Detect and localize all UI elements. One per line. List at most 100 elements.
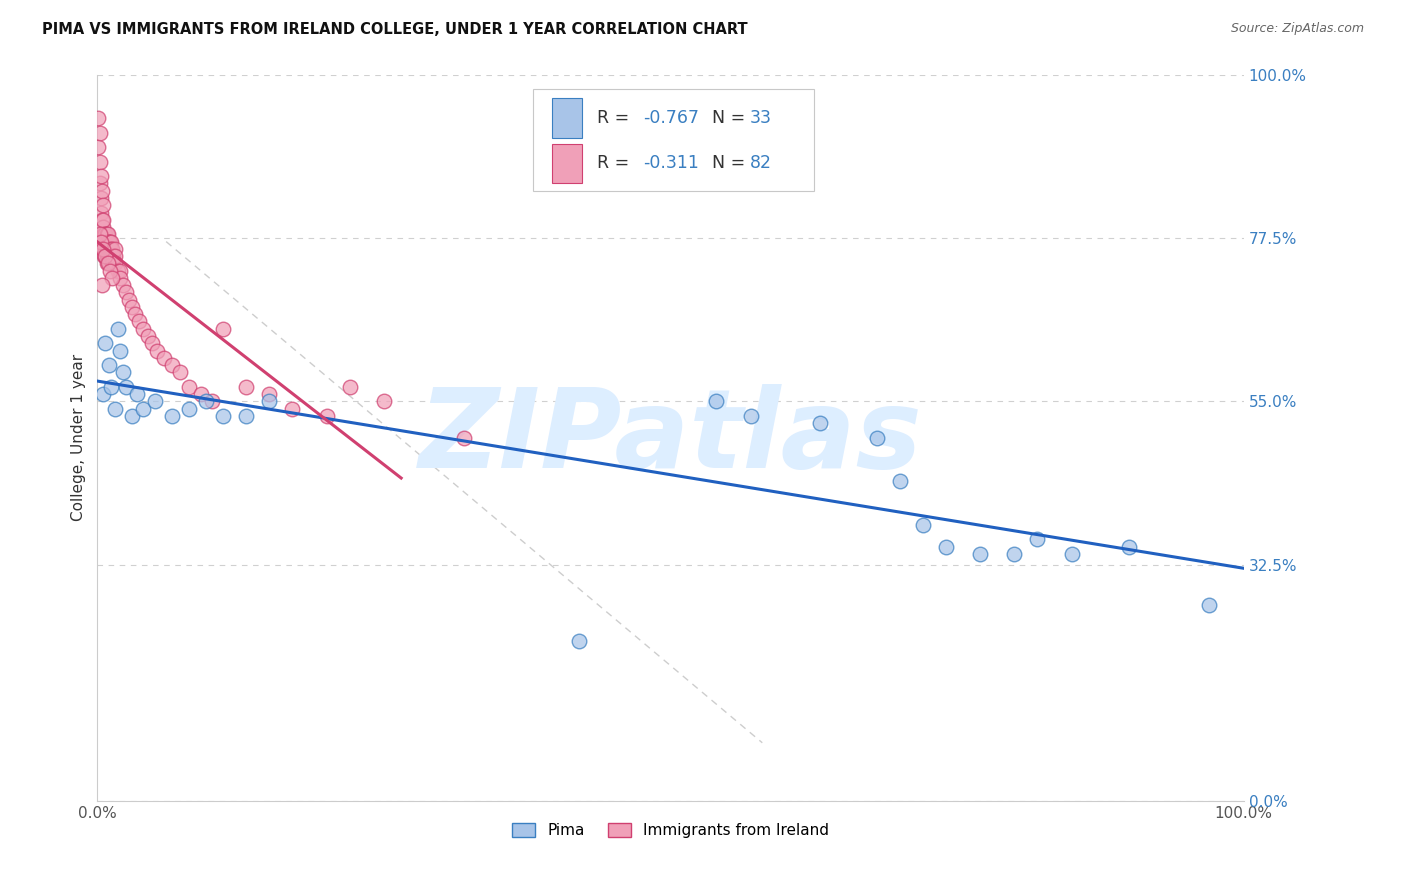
Point bbox=[91, 278, 114, 293]
Point bbox=[103, 256, 125, 270]
Point bbox=[89, 154, 111, 169]
Point bbox=[866, 431, 889, 445]
Text: N =: N = bbox=[711, 109, 751, 128]
Point bbox=[97, 242, 120, 256]
Point bbox=[212, 409, 235, 423]
Point bbox=[177, 380, 200, 394]
Point bbox=[1198, 598, 1220, 612]
Point bbox=[103, 401, 125, 416]
Point bbox=[93, 227, 115, 242]
Point bbox=[94, 249, 117, 263]
Point bbox=[103, 256, 125, 270]
Point bbox=[97, 249, 120, 263]
Text: N =: N = bbox=[711, 154, 751, 172]
Point bbox=[93, 235, 115, 249]
Point bbox=[91, 198, 114, 212]
Text: R =: R = bbox=[598, 154, 636, 172]
Point bbox=[101, 249, 124, 263]
Point bbox=[128, 314, 150, 328]
Point bbox=[212, 322, 235, 336]
Point bbox=[90, 205, 112, 219]
Bar bbox=[553, 144, 582, 184]
Point bbox=[91, 387, 114, 401]
Point bbox=[94, 336, 117, 351]
Point bbox=[97, 256, 120, 270]
Point bbox=[89, 177, 111, 191]
Point bbox=[98, 249, 121, 263]
Point bbox=[97, 235, 120, 249]
Point bbox=[1026, 533, 1049, 547]
Point bbox=[160, 409, 183, 423]
Text: ZIPatlas: ZIPatlas bbox=[419, 384, 922, 491]
Point bbox=[373, 394, 395, 409]
Point bbox=[87, 111, 110, 125]
Point bbox=[97, 235, 120, 249]
Point bbox=[889, 475, 911, 489]
Y-axis label: College, Under 1 year: College, Under 1 year bbox=[72, 354, 86, 521]
Point bbox=[89, 227, 111, 242]
Point bbox=[100, 249, 122, 263]
Point bbox=[706, 394, 728, 409]
Point bbox=[235, 380, 257, 394]
Point bbox=[91, 212, 114, 227]
Point bbox=[98, 242, 121, 256]
Point bbox=[91, 242, 114, 256]
Point bbox=[91, 184, 114, 198]
Point bbox=[98, 263, 121, 277]
Point bbox=[141, 336, 163, 351]
Point bbox=[101, 256, 124, 270]
Point bbox=[740, 409, 762, 423]
Point bbox=[96, 249, 118, 263]
Point bbox=[91, 227, 114, 242]
Point bbox=[111, 365, 134, 379]
Point bbox=[101, 242, 124, 256]
Point bbox=[115, 380, 138, 394]
Point bbox=[132, 401, 155, 416]
Text: PIMA VS IMMIGRANTS FROM IRELAND COLLEGE, UNDER 1 YEAR CORRELATION CHART: PIMA VS IMMIGRANTS FROM IRELAND COLLEGE,… bbox=[42, 22, 748, 37]
Point bbox=[453, 431, 475, 445]
Legend: Pima, Immigrants from Ireland: Pima, Immigrants from Ireland bbox=[506, 817, 835, 844]
Point bbox=[96, 235, 118, 249]
Text: -0.311: -0.311 bbox=[643, 154, 699, 172]
Point bbox=[97, 358, 120, 372]
Point bbox=[259, 394, 281, 409]
Point bbox=[87, 140, 110, 154]
Bar bbox=[553, 98, 582, 138]
Point bbox=[107, 322, 129, 336]
Point bbox=[97, 227, 120, 242]
Point bbox=[146, 343, 169, 358]
Point bbox=[101, 271, 124, 285]
Point bbox=[96, 256, 118, 270]
Point bbox=[235, 409, 257, 423]
Point bbox=[103, 242, 125, 256]
Point bbox=[93, 249, 115, 263]
Point bbox=[259, 387, 281, 401]
Point bbox=[97, 242, 120, 256]
Point bbox=[100, 380, 122, 394]
Point bbox=[935, 540, 957, 554]
Point bbox=[89, 126, 111, 140]
Point bbox=[110, 263, 132, 277]
Point bbox=[96, 242, 118, 256]
Point bbox=[121, 409, 143, 423]
Point bbox=[136, 329, 159, 343]
Point bbox=[94, 249, 117, 263]
Point bbox=[160, 358, 183, 372]
Point bbox=[315, 409, 337, 423]
Point bbox=[568, 634, 591, 648]
Point bbox=[339, 380, 361, 394]
Point bbox=[201, 394, 224, 409]
Point bbox=[91, 212, 114, 227]
FancyBboxPatch shape bbox=[533, 89, 814, 191]
Point bbox=[111, 278, 134, 293]
Point bbox=[98, 235, 121, 249]
Point bbox=[195, 394, 218, 409]
Point bbox=[110, 271, 132, 285]
Text: 82: 82 bbox=[749, 154, 772, 172]
Point bbox=[110, 343, 132, 358]
Point bbox=[100, 235, 122, 249]
Point bbox=[96, 227, 118, 242]
Point bbox=[91, 220, 114, 235]
Point bbox=[911, 517, 934, 532]
Point bbox=[118, 293, 141, 307]
